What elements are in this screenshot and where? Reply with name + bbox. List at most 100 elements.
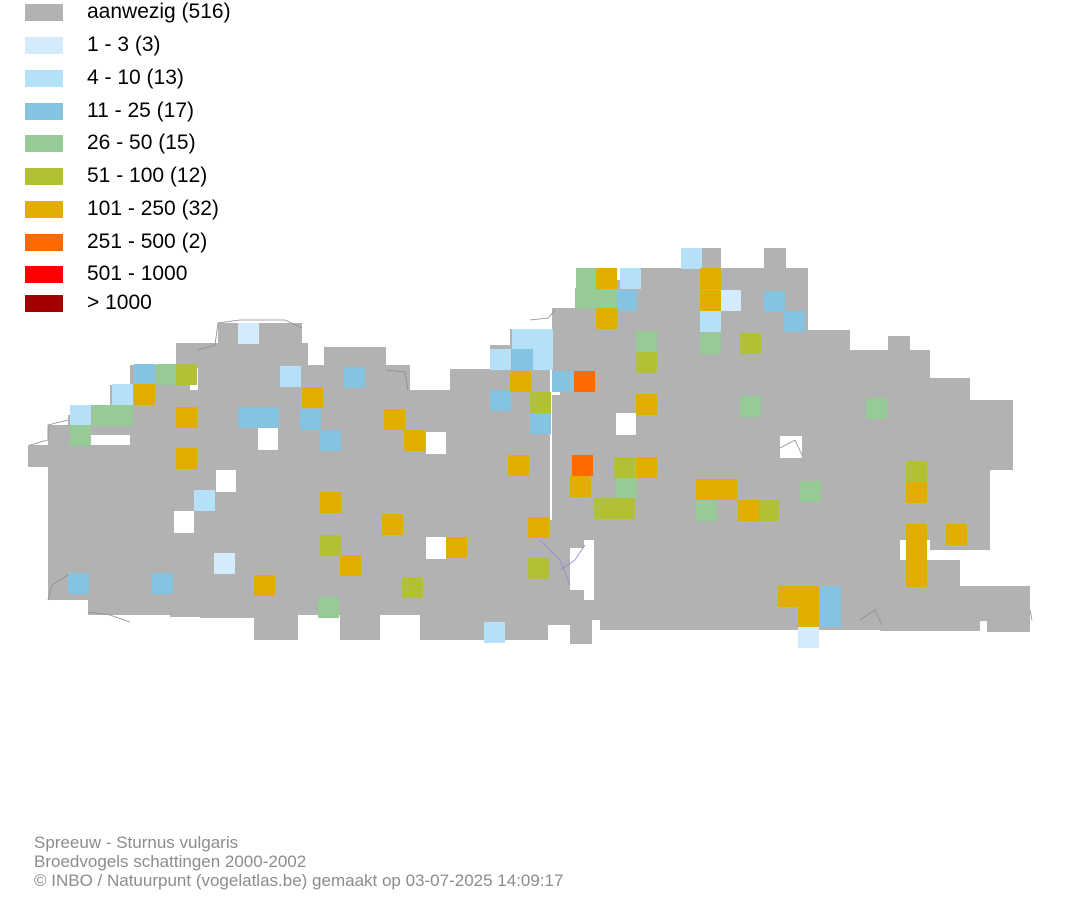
- abundance-cell: [384, 409, 405, 430]
- abundance-cell: [616, 478, 637, 499]
- legend-label: aanwezig (516): [87, 0, 231, 23]
- abundance-cell: [532, 349, 553, 370]
- legend-swatch: [25, 103, 63, 120]
- abundance-cell: [681, 248, 702, 269]
- abundance-cell: [614, 457, 635, 478]
- border-line: [47, 574, 69, 601]
- abundance-cell: [696, 479, 717, 500]
- presence-block: [987, 600, 1030, 632]
- border-line: [87, 611, 131, 623]
- abundance-cell: [552, 371, 573, 392]
- legend-swatch: [25, 201, 63, 218]
- abundance-cell: [532, 329, 553, 350]
- absence-cell: [616, 413, 636, 435]
- presence-block: [780, 480, 900, 590]
- abundance-cell: [320, 430, 341, 451]
- abundance-cell: [194, 490, 215, 511]
- presence-block: [176, 343, 198, 368]
- abundance-cell: [614, 498, 635, 519]
- abundance-cell: [738, 500, 759, 521]
- absence-cell: [780, 436, 802, 458]
- abundance-cell: [636, 457, 657, 478]
- abundance-cell: [906, 545, 927, 566]
- absence-cell: [548, 625, 570, 645]
- presence-block: [764, 248, 786, 278]
- abundance-cell: [238, 407, 259, 428]
- abundance-cell: [340, 555, 361, 576]
- species-title: Spreeuw - Sturnus vulgaris: [34, 833, 239, 852]
- legend-item: aanwezig (516): [25, 0, 285, 24]
- abundance-cell: [596, 308, 617, 329]
- absence-cell: [174, 511, 194, 533]
- legend-swatch: [25, 135, 63, 152]
- abundance-cell: [574, 371, 595, 392]
- dataset-subtitle: Broedvogels schattingen 2000-2002: [34, 852, 307, 871]
- border-line: [859, 609, 883, 626]
- abundance-cell: [570, 476, 591, 497]
- legend-swatch: [25, 168, 63, 185]
- abundance-cell: [576, 288, 597, 309]
- absence-cell: [216, 470, 236, 492]
- border-line: [779, 439, 803, 456]
- abundance-cell: [906, 524, 927, 545]
- abundance-cell: [700, 268, 721, 289]
- abundance-cell: [512, 329, 533, 350]
- border-line: [529, 309, 556, 321]
- abundance-cell: [528, 517, 549, 538]
- abundance-cell: [616, 290, 637, 311]
- abundance-cell: [636, 394, 657, 415]
- abundance-cell: [596, 268, 617, 289]
- legend-item: 26 - 50 (15): [25, 131, 285, 155]
- abundance-cell: [112, 405, 133, 426]
- abundance-cell: [152, 573, 173, 594]
- legend-item: 1 - 3 (3): [25, 33, 285, 57]
- legend-label: 1 - 3 (3): [87, 33, 161, 56]
- absence-cell: [426, 537, 446, 559]
- map-footer: Spreeuw - Sturnus vulgaris Broedvogels s…: [34, 833, 563, 890]
- region-border: [29, 309, 1033, 626]
- abundance-cell: [404, 430, 425, 451]
- abundance-cell: [320, 492, 341, 513]
- absence-holes: [174, 385, 802, 645]
- abundance-cell: [302, 387, 323, 408]
- legend-label: 4 - 10 (13): [87, 66, 184, 89]
- abundance-cell: [700, 311, 721, 332]
- legend-label: 101 - 250 (32): [87, 197, 219, 220]
- credit-line: © INBO / Natuurpunt (vogelatlas.be) gema…: [34, 871, 564, 890]
- abundance-cell: [636, 331, 657, 352]
- legend-item: 51 - 100 (12): [25, 164, 285, 188]
- abundance-cell: [820, 606, 841, 627]
- border-line: [539, 539, 571, 586]
- abundance-cell: [906, 566, 927, 587]
- absence-cell: [584, 540, 594, 600]
- abundance-cell: [596, 288, 617, 309]
- legend-label: > 1000: [87, 291, 152, 314]
- abundance-cell: [696, 500, 717, 521]
- abundance-cell: [238, 323, 259, 344]
- abundance-cell: [820, 586, 841, 607]
- border-line: [1029, 609, 1033, 621]
- abundance-cells: [68, 248, 967, 648]
- abundance-cell: [572, 455, 593, 476]
- abundance-cell: [866, 398, 887, 419]
- abundance-cell: [214, 553, 235, 574]
- legend-label: 51 - 100 (12): [87, 164, 208, 187]
- absence-cell: [426, 432, 446, 454]
- abundance-cell: [318, 597, 339, 618]
- abundance-cell: [784, 311, 805, 332]
- legend-swatch: [25, 234, 63, 251]
- abundance-cell: [134, 384, 155, 405]
- legend-item: > 1000: [25, 291, 285, 315]
- abundance-cell: [446, 537, 467, 558]
- abundance-cell: [720, 290, 741, 311]
- presence-block: [340, 580, 380, 640]
- presence-base-layer: [28, 248, 1030, 644]
- legend-swatch: [25, 266, 63, 283]
- abundance-cell: [636, 352, 657, 373]
- abundance-cell: [320, 535, 341, 556]
- legend-label: 11 - 25 (17): [87, 99, 194, 122]
- abundance-cell: [576, 268, 597, 289]
- abundance-cell: [946, 524, 967, 545]
- abundance-cell: [258, 407, 279, 428]
